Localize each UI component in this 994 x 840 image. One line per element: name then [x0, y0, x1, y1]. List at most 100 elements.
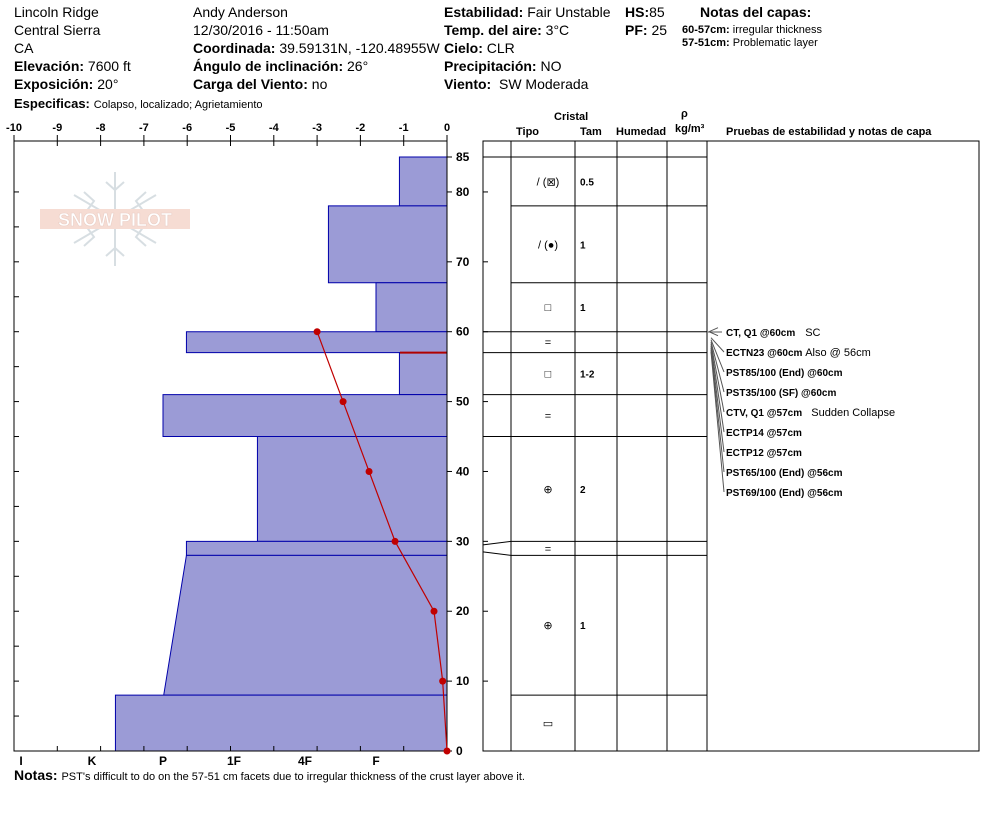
sky-label: Cielo:: [444, 40, 483, 56]
hardness-bar: [327, 205, 448, 284]
footer-notes: Notas: PST's difficult to do on the 57-5…: [14, 767, 525, 784]
slope-value: 26°: [347, 58, 369, 74]
temp-tick-label: -5: [226, 122, 236, 134]
hardness-bar: [162, 394, 448, 438]
temperature-point: [443, 747, 451, 755]
stability-value: Fair Unstable: [527, 4, 611, 20]
slope-angle: Ángulo de inclinación: 26°: [193, 58, 368, 74]
air-temp-value: 3°C: [545, 22, 570, 38]
chart-axes: -10 -9 -8 -7 -6 -5 -4 -3 -2 -1 0I K P 1F 4F F0102030405…: [6, 122, 470, 768]
layer-note: 57-51cm: Problematic layer: [682, 37, 818, 50]
temp-tick-label: -1: [399, 122, 409, 134]
temperature-point: [339, 398, 347, 406]
hardness-bar: [163, 554, 448, 696]
col-cristal: Cristal: [554, 111, 589, 123]
temperature-point: [313, 328, 321, 336]
temp-tick-label: -3: [312, 122, 322, 134]
temp-tick-label: -2: [356, 122, 366, 134]
wind-load: Carga del Viento: no: [193, 76, 327, 92]
layer-connector: [482, 551, 512, 556]
watermark-band: [40, 209, 190, 229]
layer-note-range: 60-57cm:: [682, 24, 730, 36]
depth-tick-label: 10: [456, 674, 470, 688]
col-tam: Tam: [580, 126, 602, 138]
air-temp-label: Temp. del aire:: [444, 22, 542, 38]
coordinates: Coordinada: 39.59131N, -120.48955W: [193, 40, 440, 56]
crystal-type: □: [545, 302, 552, 314]
crystal-size: 1: [580, 240, 586, 251]
col-rho: ρ: [681, 108, 688, 120]
temperature-point: [430, 607, 438, 615]
coord-value: 39.59131N, -120.48955W: [279, 40, 440, 56]
coord-label: Coordinada:: [193, 40, 276, 56]
temperature-profile: [313, 328, 451, 755]
test-note: SC: [805, 327, 820, 339]
wind-load-value: no: [311, 76, 328, 92]
hardness-bar: [114, 694, 448, 752]
crystal-size: 1-2: [580, 370, 595, 381]
test-arrow: [710, 337, 725, 353]
hardness-bar: [398, 352, 448, 396]
temperature-point: [391, 537, 399, 545]
slope-label: Ángulo de inclinación:: [193, 58, 344, 74]
notes-value: PST's difficult to do on the 57-51 cm fa…: [61, 771, 525, 783]
elevation-value: 7600 ft: [87, 58, 131, 74]
crystal-type: ⊕: [543, 620, 552, 632]
layer-note-text: irregular thickness: [732, 24, 823, 36]
wind-load-label: Carga del Viento:: [193, 76, 308, 92]
layer-note-text: Problematic layer: [732, 37, 818, 49]
precipitation: Precipitación: NO: [444, 58, 561, 74]
crystal-size: 1: [580, 303, 586, 314]
specifics: Especificas: Colapso, localizado; Agriet…: [14, 95, 263, 112]
test-arrow: [710, 343, 725, 413]
datetime: 12/30/2016 - 11:50am: [193, 22, 329, 38]
col-humedad: Humedad: [616, 126, 667, 138]
temp-tick-label: -4: [269, 122, 280, 134]
wind-label: Viento:: [444, 76, 492, 92]
hardness-profile: [114, 156, 448, 752]
test-arrow: [710, 339, 725, 373]
elevation-label: Elevación:: [14, 58, 85, 74]
test-arrow: [710, 345, 725, 433]
test-note: Also @ 56cm: [805, 347, 871, 359]
hardness-tick-label: 1F: [227, 754, 241, 768]
stability-label: Estabilidad:: [444, 4, 524, 20]
layer-note: 60-57cm: irregular thickness: [682, 24, 822, 37]
penetration: PF: 25: [625, 22, 667, 38]
wind-value: SW Moderada: [498, 76, 589, 92]
hardness-tick-label: I: [19, 754, 22, 768]
aspect: Exposición: 20°: [14, 76, 118, 92]
snow-height: HS:85: [625, 4, 665, 20]
col-tipo: Tipo: [516, 126, 540, 138]
aspect-value: 20°: [97, 76, 119, 92]
temp-tick-label: 0: [444, 122, 450, 134]
hardness-bar: [375, 282, 448, 333]
sky: Cielo: CLR: [444, 40, 515, 56]
hardness-bar: [185, 540, 448, 556]
depth-tick-label: 20: [456, 604, 470, 618]
crystal-type: □: [545, 369, 552, 381]
test-code: PST85/100 (End) @60cm: [726, 368, 843, 379]
observer: Andy Anderson: [193, 4, 288, 20]
hs-label: HS:: [625, 4, 650, 20]
test-code: PST69/100 (End) @56cm: [726, 488, 843, 499]
crystal-size: 2: [580, 485, 586, 496]
depth-tick-label: 30: [456, 534, 470, 548]
temperature-point: [439, 677, 447, 685]
depth-tick-label: 80: [456, 185, 470, 199]
depth-tick-label: 40: [456, 464, 470, 478]
test-arrow: [710, 347, 725, 453]
specifics-value: Colapso, localizado; Agrietamiento: [93, 99, 263, 111]
watermark-text: SNOW PILOT: [58, 210, 172, 230]
table-frame: [482, 140, 980, 752]
depth-tick-label: 85: [456, 150, 470, 164]
depth-tick-label: 50: [456, 395, 470, 409]
elevation: Elevación: 7600 ft: [14, 58, 131, 74]
range: Central Sierra: [14, 22, 101, 38]
temp-tick-label: -8: [96, 122, 106, 134]
snowpilot-watermark: SNOW PILOT: [40, 172, 190, 266]
hs-value: 85: [649, 4, 665, 20]
test-code: ECTP14 @57cm: [726, 428, 802, 439]
